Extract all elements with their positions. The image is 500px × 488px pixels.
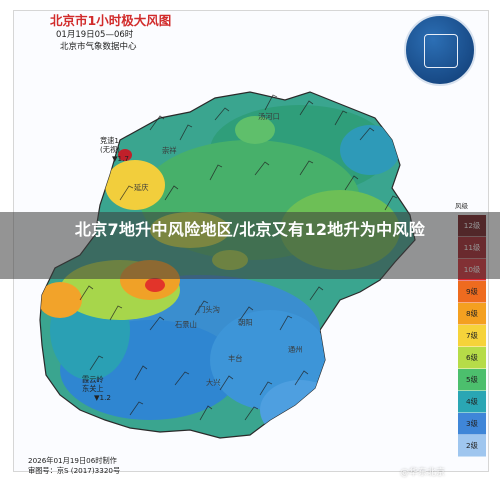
legend-item: 6级 (458, 347, 486, 369)
review-line: 审图号：京S (2017)3320号 (28, 466, 121, 475)
station-top-note: (无视) (100, 145, 120, 154)
legend-item: 4级 (458, 391, 486, 413)
station-bottom-sub: 东关上 (82, 384, 104, 393)
place-label: 通州 (288, 345, 303, 354)
logo-emblem-icon (424, 34, 458, 68)
legend-item: 8级 (458, 303, 486, 325)
headline-banner: 北京7地升中风险地区/北京又有12地升为中风险 (0, 212, 500, 279)
place-label: 延庆 (134, 183, 149, 192)
station-top-name: 竞速1 (100, 136, 119, 145)
station-bottom-name: 霞云岭 (82, 375, 104, 384)
legend-item: 3级 (458, 413, 486, 435)
place-label: 大兴 (206, 378, 221, 387)
place-label: 门头沟 (198, 305, 220, 314)
legend-title: 风级 (455, 202, 468, 210)
legend-item: 9级 (458, 281, 486, 303)
station-bottom-value: ▼1.2 (94, 393, 111, 402)
map-org: 北京市气象数据中心 (60, 42, 137, 52)
legend-item: 5级 (458, 369, 486, 391)
place-label: 崇祥 (162, 146, 177, 155)
station-bottom: 霞云岭 东关上 ▼1.2 (82, 375, 111, 402)
place-label: 石景山 (175, 320, 197, 329)
legend-item: 7级 (458, 325, 486, 347)
station-top-value: ▼1.7 (112, 154, 129, 163)
issue-line: 2026年01月19日06时制作 (28, 456, 117, 465)
weather-service-logo (404, 14, 476, 86)
place-label: 朝阳 (238, 318, 253, 327)
station-top: 竞速1 (无视) ▼1.7 (100, 136, 129, 163)
map-title: 北京市1小时极大风图 (50, 13, 172, 28)
watermark: @华东北京 (400, 468, 446, 478)
place-label: 汤河口 (258, 112, 280, 121)
place-label: 丰台 (228, 354, 243, 363)
legend-item: 2级 (458, 435, 486, 457)
map-time-range: 01月19日05—06时 (56, 30, 134, 40)
headline-text: 北京7地升中风险地区/北京又有12地升为中风险 (74, 220, 426, 239)
